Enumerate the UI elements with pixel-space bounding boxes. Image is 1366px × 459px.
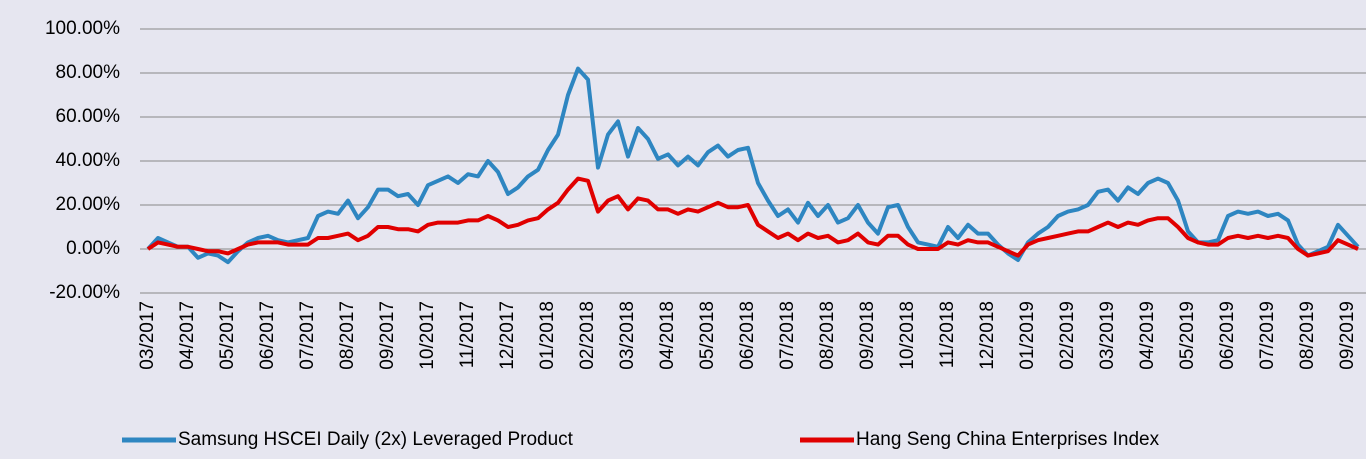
x-tick-label: 02/2019: [1057, 301, 1078, 370]
x-tick-label: 01/2018: [537, 301, 558, 370]
x-tick-label: 06/2018: [737, 301, 758, 370]
x-tick-label: 06/2019: [1217, 301, 1238, 370]
y-tick-label: 0.00%: [66, 238, 120, 259]
x-tick-label: 12/2017: [497, 301, 518, 370]
x-tick-label: 05/2018: [697, 301, 718, 370]
x-tick-label: 04/2019: [1137, 301, 1158, 370]
legend-label: Hang Seng China Enterprises Index: [856, 429, 1160, 450]
line-series: [146, 176, 1359, 258]
x-tick-label: 07/2018: [777, 301, 798, 370]
x-tick-label: 04/2018: [657, 301, 678, 370]
x-tick-label: 08/2019: [1297, 301, 1318, 370]
x-tick-label: 08/2017: [337, 301, 358, 370]
x-tick-label: 08/2018: [817, 301, 838, 370]
y-tick-label: -20.00%: [49, 282, 120, 303]
y-tick-label: 40.00%: [56, 150, 121, 171]
legend-label: Samsung HSCEI Daily (2x) Leveraged Produ…: [178, 429, 574, 450]
y-tick-label: 20.00%: [56, 194, 121, 215]
x-tick-label: 10/2018: [897, 301, 918, 370]
y-tick-label: 60.00%: [56, 106, 121, 127]
x-tick-label: 02/2018: [577, 301, 598, 370]
x-tick-label: 03/2018: [617, 301, 638, 370]
x-tick-label: 12/2018: [977, 301, 998, 370]
x-tick-label: 07/2017: [297, 301, 318, 370]
x-tick-label: 07/2019: [1257, 301, 1278, 370]
x-tick-label: 05/2017: [217, 301, 238, 370]
x-tick-label: 01/2019: [1017, 301, 1038, 370]
x-tick-label: 09/2019: [1337, 301, 1358, 370]
x-tick-label: 09/2017: [377, 301, 398, 370]
x-tick-label: 05/2019: [1177, 301, 1198, 370]
line-series: [146, 66, 1360, 265]
x-tick-label: 04/2017: [177, 301, 198, 370]
x-tick-label: 06/2017: [257, 301, 278, 370]
x-tick-label: 03/2017: [137, 301, 158, 370]
x-tick-label: 11/2017: [457, 301, 478, 368]
y-tick-label: 80.00%: [56, 62, 121, 83]
x-tick-label: 09/2018: [857, 301, 878, 370]
x-tick-label: 10/2017: [417, 301, 438, 370]
x-tick-label: 03/2019: [1097, 301, 1118, 370]
x-tick-label: 11/2018: [937, 301, 958, 368]
y-tick-label: 100.00%: [45, 18, 120, 39]
